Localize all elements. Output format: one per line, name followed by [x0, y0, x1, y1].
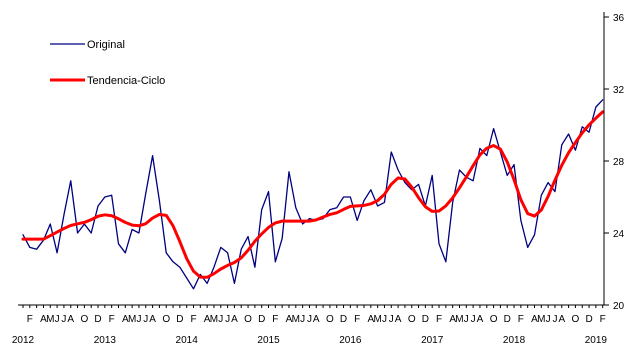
y-tick-label: 36: [613, 13, 625, 24]
x-year-label: 2013: [94, 335, 117, 343]
x-tick-label: M: [537, 314, 545, 325]
x-tick-label: F: [600, 314, 606, 325]
x-tick-label: M: [128, 314, 136, 325]
series-line-tendencia-ciclo: [21, 110, 605, 279]
x-tick-label: J: [471, 314, 476, 325]
y-tick-label: 24: [613, 229, 625, 240]
series-line-original: [22, 99, 604, 290]
x-tick-label: A: [122, 314, 129, 325]
y-tick-label: 28: [613, 157, 625, 168]
x-tick-label: A: [286, 314, 293, 325]
x-year-label: 2019: [585, 335, 608, 343]
x-tick-label: D: [422, 314, 429, 325]
x-tick-label: O: [326, 314, 334, 325]
x-tick-label: A: [477, 314, 484, 325]
legend-label-original: Original: [87, 39, 125, 51]
x-tick-label: A: [231, 314, 238, 325]
x-tick-label: J: [55, 314, 60, 325]
x-tick-label: O: [490, 314, 498, 325]
x-year-label: 2018: [503, 335, 526, 343]
x-tick-label: J: [300, 314, 305, 325]
x-tick-label: F: [27, 314, 33, 325]
x-year-label: 2015: [257, 335, 280, 343]
x-year-label: 2014: [176, 335, 199, 343]
x-tick-label: F: [272, 314, 278, 325]
x-tick-label: J: [382, 314, 387, 325]
x-tick-label: A: [204, 314, 211, 325]
x-tick-label: J: [552, 314, 557, 325]
legend-label-tendencia-ciclo: Tendencia-Ciclo: [87, 75, 165, 87]
x-tick-label: D: [94, 314, 101, 325]
x-tick-label: J: [61, 314, 66, 325]
x-tick-label: F: [190, 314, 196, 325]
x-year-label: 2017: [421, 335, 444, 343]
x-year-label: 2016: [339, 335, 362, 343]
x-tick-label: F: [518, 314, 524, 325]
plot-area: [21, 99, 605, 290]
x-tick-label: A: [395, 314, 402, 325]
y-tick-label: 32: [613, 85, 625, 96]
x-tick-label: A: [558, 314, 565, 325]
x-tick-label: A: [40, 314, 47, 325]
x-tick-label: M: [210, 314, 218, 325]
x-tick-label: M: [46, 314, 54, 325]
x-tick-label: D: [258, 314, 265, 325]
x-tick-label: A: [313, 314, 320, 325]
x-tick-label: A: [531, 314, 538, 325]
x-tick-label: A: [67, 314, 74, 325]
x-tick-label: M: [455, 314, 463, 325]
x-tick-label: J: [136, 314, 141, 325]
x-tick-label: M: [373, 314, 381, 325]
x-tick-label: F: [436, 314, 442, 325]
x-tick-label: J: [218, 314, 223, 325]
x-tick-label: M: [292, 314, 300, 325]
x-tick-label: D: [585, 314, 592, 325]
x-tick-label: J: [464, 314, 469, 325]
x-tick-label: J: [225, 314, 230, 325]
x-tick-label: A: [367, 314, 374, 325]
x-tick-label: J: [389, 314, 394, 325]
x-tick-label: F: [109, 314, 115, 325]
x-tick-label: O: [244, 314, 252, 325]
x-tick-label: O: [408, 314, 416, 325]
x-tick-label: J: [143, 314, 148, 325]
x-tick-label: O: [80, 314, 88, 325]
x-tick-label: J: [546, 314, 551, 325]
x-tick-label: F: [354, 314, 360, 325]
x-year-label: 2012: [12, 335, 35, 343]
y-tick-label: 20: [613, 301, 625, 312]
x-tick-label: J: [307, 314, 312, 325]
x-tick-label: O: [572, 314, 580, 325]
x-tick-label: A: [149, 314, 156, 325]
x-tick-label: O: [162, 314, 170, 325]
x-tick-label: D: [504, 314, 511, 325]
x-tick-label: A: [449, 314, 456, 325]
x-tick-label: D: [340, 314, 347, 325]
legend: Original Tendencia-Ciclo: [50, 39, 165, 87]
x-tick-label: D: [176, 314, 183, 325]
